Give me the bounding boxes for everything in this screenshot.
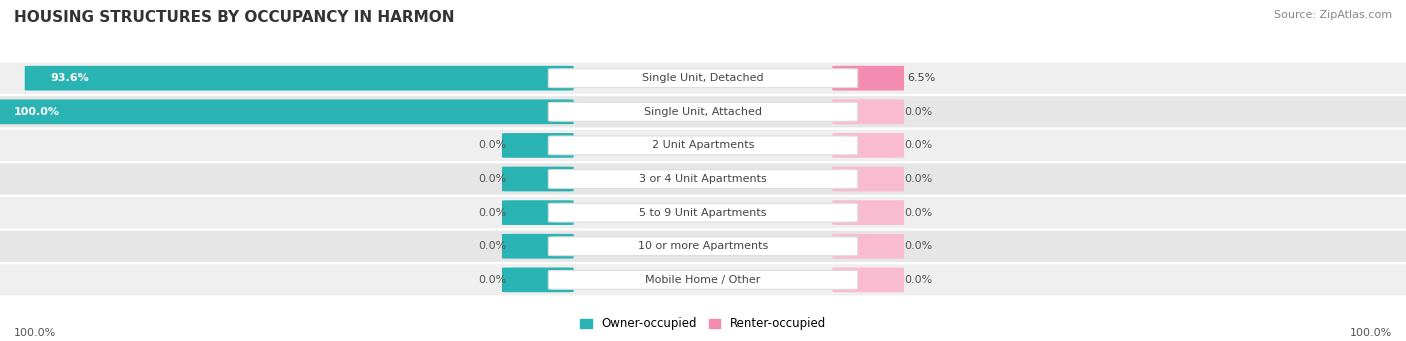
Legend: Owner-occupied, Renter-occupied: Owner-occupied, Renter-occupied — [575, 313, 831, 335]
Text: 0.0%: 0.0% — [478, 275, 506, 285]
FancyBboxPatch shape — [25, 66, 574, 91]
Text: 10 or more Apartments: 10 or more Apartments — [638, 241, 768, 251]
Text: 6.5%: 6.5% — [907, 73, 935, 83]
Text: 100.0%: 100.0% — [1350, 328, 1392, 338]
Text: 0.0%: 0.0% — [478, 208, 506, 218]
FancyBboxPatch shape — [0, 130, 1406, 161]
Text: 100.0%: 100.0% — [14, 107, 60, 117]
FancyBboxPatch shape — [0, 100, 574, 124]
Text: 0.0%: 0.0% — [904, 275, 932, 285]
FancyBboxPatch shape — [548, 136, 858, 155]
Text: 0.0%: 0.0% — [478, 140, 506, 150]
Text: Single Unit, Detached: Single Unit, Detached — [643, 73, 763, 83]
FancyBboxPatch shape — [548, 169, 858, 189]
FancyBboxPatch shape — [0, 62, 1406, 94]
Text: 100.0%: 100.0% — [14, 328, 56, 338]
FancyBboxPatch shape — [832, 200, 904, 225]
FancyBboxPatch shape — [548, 69, 858, 88]
Text: 0.0%: 0.0% — [478, 174, 506, 184]
FancyBboxPatch shape — [502, 200, 574, 225]
Text: 0.0%: 0.0% — [904, 208, 932, 218]
FancyBboxPatch shape — [548, 270, 858, 289]
FancyBboxPatch shape — [548, 102, 858, 121]
Text: 0.0%: 0.0% — [478, 241, 506, 251]
FancyBboxPatch shape — [832, 133, 904, 158]
Text: 5 to 9 Unit Apartments: 5 to 9 Unit Apartments — [640, 208, 766, 218]
FancyBboxPatch shape — [832, 167, 904, 191]
FancyBboxPatch shape — [502, 133, 574, 158]
FancyBboxPatch shape — [0, 96, 1406, 128]
Text: 0.0%: 0.0% — [904, 140, 932, 150]
FancyBboxPatch shape — [0, 264, 1406, 296]
FancyBboxPatch shape — [548, 237, 858, 256]
Text: 0.0%: 0.0% — [904, 241, 932, 251]
FancyBboxPatch shape — [832, 100, 904, 124]
Text: 0.0%: 0.0% — [904, 107, 932, 117]
Text: 0.0%: 0.0% — [904, 174, 932, 184]
Text: Source: ZipAtlas.com: Source: ZipAtlas.com — [1274, 10, 1392, 20]
FancyBboxPatch shape — [548, 203, 858, 222]
Text: 3 or 4 Unit Apartments: 3 or 4 Unit Apartments — [640, 174, 766, 184]
FancyBboxPatch shape — [832, 267, 904, 292]
FancyBboxPatch shape — [502, 167, 574, 191]
Text: Mobile Home / Other: Mobile Home / Other — [645, 275, 761, 285]
FancyBboxPatch shape — [502, 234, 574, 258]
FancyBboxPatch shape — [0, 231, 1406, 262]
FancyBboxPatch shape — [0, 163, 1406, 195]
FancyBboxPatch shape — [832, 66, 904, 91]
Text: 2 Unit Apartments: 2 Unit Apartments — [652, 140, 754, 150]
FancyBboxPatch shape — [0, 197, 1406, 228]
Text: HOUSING STRUCTURES BY OCCUPANCY IN HARMON: HOUSING STRUCTURES BY OCCUPANCY IN HARMO… — [14, 10, 454, 25]
Text: 93.6%: 93.6% — [51, 73, 89, 83]
FancyBboxPatch shape — [502, 267, 574, 292]
Text: Single Unit, Attached: Single Unit, Attached — [644, 107, 762, 117]
FancyBboxPatch shape — [832, 234, 904, 258]
